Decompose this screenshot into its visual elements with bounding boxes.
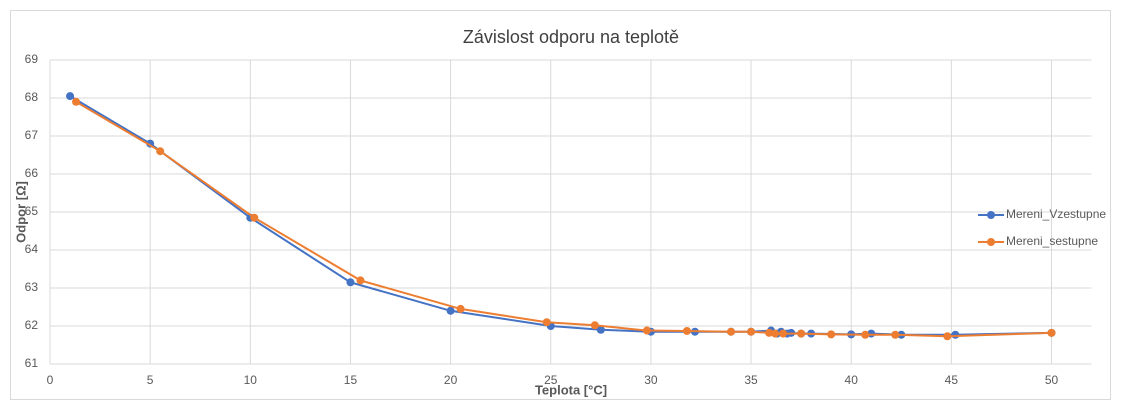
data-point — [642, 326, 651, 335]
y-tick-label: 69 — [25, 52, 39, 66]
chart-frame — [10, 10, 1111, 400]
x-tick-label: 35 — [744, 373, 758, 387]
data-point — [156, 147, 165, 156]
data-point — [861, 330, 870, 339]
series-line — [75, 100, 1052, 338]
data-point — [951, 330, 960, 339]
data-point — [727, 327, 736, 336]
chart-title: Závislost odporu na teplotě — [463, 27, 679, 47]
data-point — [446, 306, 455, 315]
x-tick-label: 45 — [945, 373, 959, 387]
data-point — [66, 92, 75, 101]
legend-marker — [987, 211, 995, 219]
x-tick-label: 15 — [344, 373, 358, 387]
data-point — [356, 276, 365, 285]
data-point — [590, 321, 599, 330]
y-tick-label: 65 — [25, 204, 39, 218]
data-point — [346, 278, 355, 287]
y-tick-label: 64 — [25, 242, 39, 256]
data-point — [771, 329, 780, 338]
data-point — [797, 329, 806, 338]
data-point — [779, 329, 788, 338]
x-tick-label: 5 — [147, 373, 154, 387]
x-tick-label: 50 — [1045, 373, 1059, 387]
data-point — [456, 304, 465, 313]
data-point — [891, 330, 900, 339]
data-point — [1047, 328, 1056, 337]
y-tick-label: 68 — [25, 90, 39, 104]
x-tick-label: 0 — [47, 373, 54, 387]
data-point — [250, 213, 259, 222]
data-point — [747, 327, 756, 336]
data-point — [72, 97, 81, 106]
data-point — [827, 330, 836, 339]
x-tick-label: 10 — [244, 373, 258, 387]
y-tick-label: 62 — [25, 318, 39, 332]
data-point — [943, 332, 952, 341]
x-tick-label: 20 — [444, 373, 458, 387]
y-tick-label: 66 — [25, 166, 39, 180]
y-tick-label: 67 — [25, 128, 39, 142]
x-axis-label: Teplota [°C] — [535, 382, 607, 397]
x-tick-label: 30 — [644, 373, 658, 387]
legend-marker — [987, 238, 995, 246]
x-tick-label: 40 — [845, 373, 859, 387]
data-point — [596, 325, 605, 334]
data-point — [765, 328, 774, 337]
y-tick-label: 61 — [25, 356, 39, 370]
x-tick-label: 25 — [544, 373, 558, 387]
y-tick-label: 63 — [25, 280, 39, 294]
y-axis-label: Odpor [Ω] — [13, 181, 28, 243]
data-point — [542, 318, 551, 327]
data-point — [682, 326, 691, 335]
legend-label: Mereni_Vzestupne — [1006, 207, 1106, 221]
legend-label: Mereni_sestupne — [1006, 234, 1098, 248]
